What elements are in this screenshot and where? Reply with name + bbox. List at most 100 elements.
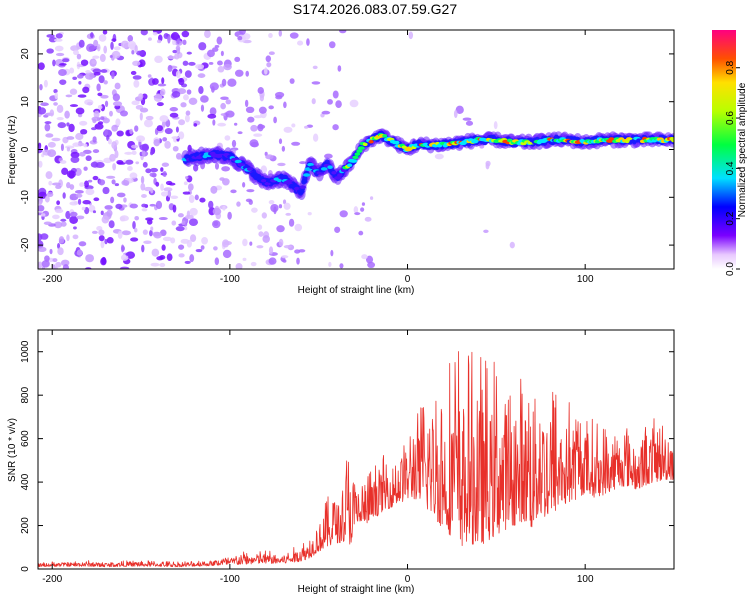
ridge-hot bbox=[285, 179, 293, 184]
speckle-blob bbox=[69, 88, 78, 95]
speckle-blob bbox=[83, 143, 88, 148]
colorbar-ticks: 0.0 0.2 0.4 0.6 0.8 bbox=[725, 60, 740, 276]
speckle-blob bbox=[52, 266, 58, 269]
speckle-blob bbox=[253, 133, 263, 137]
speckle-blob bbox=[299, 161, 307, 165]
speckle-blob bbox=[56, 117, 64, 121]
speckle-blob bbox=[258, 106, 267, 114]
speckle-blob bbox=[92, 149, 100, 154]
speckle-blob bbox=[189, 254, 195, 263]
speckle-blob bbox=[106, 236, 114, 244]
speckle-blob bbox=[182, 39, 187, 46]
speckle-blob bbox=[183, 226, 188, 231]
speckle-blob bbox=[79, 182, 85, 187]
speckle-blob bbox=[57, 242, 61, 249]
speckle-blob bbox=[361, 254, 368, 260]
speckle-blob bbox=[200, 95, 209, 103]
speckle-blob bbox=[324, 153, 333, 159]
speckle-blob bbox=[212, 119, 216, 126]
speckle-blob bbox=[236, 201, 241, 207]
speckle-blob bbox=[38, 261, 43, 269]
spectrogram-xtick-label: -200 bbox=[42, 274, 62, 285]
speckle-blob bbox=[120, 266, 130, 269]
speckle-blob bbox=[55, 261, 62, 268]
speckle-blob bbox=[69, 201, 79, 206]
ridge-hot bbox=[246, 167, 253, 171]
ridge-hot bbox=[354, 152, 361, 156]
snr-xtick-label: -100 bbox=[220, 574, 240, 585]
speckle-blob bbox=[41, 260, 50, 268]
speckle-blob bbox=[268, 246, 274, 255]
speckle-blob bbox=[183, 181, 188, 186]
speckle-blob bbox=[289, 78, 295, 84]
speckle-blob bbox=[104, 100, 109, 108]
speckle-blob bbox=[150, 150, 154, 156]
speckle-blob bbox=[59, 160, 67, 164]
speckle-blob bbox=[38, 240, 44, 249]
speckle-blob bbox=[90, 161, 99, 168]
speckle-blob bbox=[283, 244, 292, 249]
speckle-blob bbox=[164, 140, 171, 149]
speckle-blob bbox=[49, 248, 53, 255]
speckle-blob bbox=[141, 150, 146, 157]
speckle-blob bbox=[217, 66, 225, 73]
speckle-blob bbox=[64, 110, 70, 119]
speckle-blob bbox=[349, 99, 359, 108]
speckle-blob bbox=[66, 122, 70, 127]
speckle-blob bbox=[265, 154, 274, 160]
snr-ytick-label: 600 bbox=[20, 430, 31, 447]
speckle-blob bbox=[92, 175, 99, 181]
ridge-hot bbox=[279, 175, 287, 180]
speckle-blob bbox=[216, 36, 223, 45]
speckle-blob bbox=[61, 167, 69, 176]
speckle-blob bbox=[110, 196, 115, 204]
speckle-blob bbox=[145, 168, 152, 174]
speckle-blob bbox=[111, 50, 121, 59]
snr-frame bbox=[37, 329, 675, 570]
speckle-blob bbox=[91, 116, 100, 122]
speckle-blob bbox=[66, 146, 71, 152]
speckle-blob bbox=[51, 182, 62, 186]
speckle-blob bbox=[143, 240, 152, 244]
speckle-blob bbox=[130, 70, 137, 75]
speckle-blob bbox=[40, 102, 49, 107]
speckle-blob bbox=[188, 61, 196, 66]
speckle-blob bbox=[197, 73, 206, 78]
speckle-blob bbox=[53, 221, 63, 229]
speckle-blob bbox=[96, 83, 101, 92]
ridge-hot bbox=[303, 173, 311, 177]
speckle-blob bbox=[161, 244, 166, 251]
speckle-blob bbox=[124, 151, 133, 155]
speckle-blob bbox=[38, 62, 45, 70]
speckle-blob bbox=[60, 143, 64, 152]
speckle-blob bbox=[38, 200, 42, 206]
speckle-blob bbox=[156, 39, 162, 44]
speckle-blob bbox=[294, 223, 303, 232]
speckle-blob bbox=[220, 102, 226, 110]
speckle-blob bbox=[82, 149, 92, 155]
speckle-blob bbox=[204, 30, 211, 39]
snr-xtick-label: -200 bbox=[42, 574, 62, 585]
ridge-hot bbox=[352, 155, 359, 160]
speckle-blob bbox=[283, 202, 291, 210]
speckle-blob bbox=[60, 259, 70, 267]
speckle-blob bbox=[167, 190, 172, 198]
speckle-blob bbox=[169, 112, 179, 118]
speckle-blob bbox=[163, 187, 173, 192]
speckle-blob bbox=[129, 172, 138, 179]
speckle-blob bbox=[75, 107, 85, 115]
speckle-blob bbox=[117, 230, 123, 239]
speckle-blob bbox=[250, 124, 258, 132]
speckle-blob bbox=[184, 214, 194, 220]
speckle-blob bbox=[52, 214, 60, 220]
speckle-blob bbox=[99, 53, 106, 63]
speckle-blob bbox=[162, 171, 167, 178]
speckle-blob bbox=[92, 210, 97, 214]
speckle-blob bbox=[38, 233, 43, 242]
speckle-blob bbox=[75, 132, 84, 141]
speckle-blob bbox=[82, 200, 91, 205]
speckle-blob bbox=[354, 212, 361, 216]
speckle-blob bbox=[334, 226, 341, 233]
speckle-blob bbox=[242, 182, 246, 188]
speckle-blob bbox=[182, 191, 191, 195]
